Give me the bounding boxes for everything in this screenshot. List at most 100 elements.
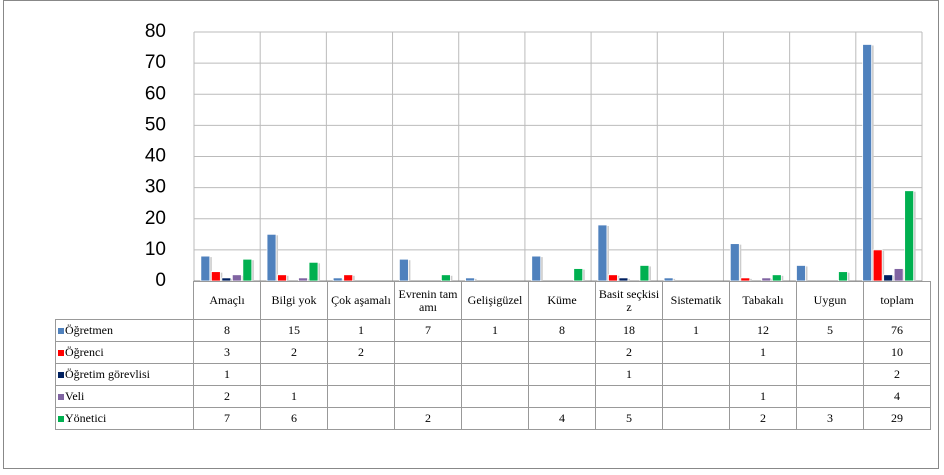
bar bbox=[200, 255, 211, 282]
category-label: Sistematik bbox=[662, 281, 730, 320]
value-cell: 4 bbox=[528, 407, 596, 430]
y-tick-label: 10 bbox=[145, 239, 166, 260]
value-cell bbox=[662, 385, 730, 408]
legend-swatch bbox=[58, 328, 64, 334]
category-label: Basit seçkisiz bbox=[595, 281, 663, 320]
value-cell: 2 bbox=[729, 407, 797, 430]
value-cell: 76 bbox=[863, 319, 931, 342]
legend-swatch bbox=[58, 394, 64, 400]
value-cell: 5 bbox=[595, 407, 663, 430]
value-cell: 2 bbox=[193, 385, 261, 408]
value-cell: 8 bbox=[528, 319, 596, 342]
category-label: Küme bbox=[528, 281, 596, 320]
value-cell: 15 bbox=[260, 319, 328, 342]
bar bbox=[904, 190, 915, 282]
value-cell bbox=[260, 363, 328, 386]
value-cell: 3 bbox=[796, 407, 864, 430]
y-tick-label: 70 bbox=[145, 52, 166, 73]
series-row: Öğretim görevlisi 1 1 2 bbox=[55, 363, 931, 386]
value-cell: 1 bbox=[260, 385, 328, 408]
value-cell bbox=[461, 341, 529, 364]
data-table: Amaçlı Bilgi yok Çok aşamalı Evrenin tamamı… bbox=[55, 281, 931, 430]
bar bbox=[608, 274, 618, 282]
value-cell bbox=[729, 363, 797, 386]
y-tick-label: 0 bbox=[155, 270, 166, 291]
value-cell: 1 bbox=[193, 363, 261, 386]
value-cell bbox=[528, 341, 596, 364]
legend-cell: Veli bbox=[55, 385, 194, 408]
value-cell bbox=[327, 385, 395, 408]
value-cell: 18 bbox=[595, 319, 663, 342]
y-tick-label: 80 bbox=[145, 21, 166, 42]
corner-cell bbox=[55, 281, 194, 320]
value-cell bbox=[461, 363, 529, 386]
value-cell bbox=[394, 363, 462, 386]
value-cell: 5 bbox=[796, 319, 864, 342]
legend-label: Veli bbox=[65, 389, 85, 403]
value-cell: 1 bbox=[595, 363, 663, 386]
value-cell: 10 bbox=[863, 341, 931, 364]
value-cell bbox=[461, 407, 529, 430]
series-row: Yönetici 7 6 2 4 5 2 3 29 bbox=[55, 407, 931, 430]
legend-swatch bbox=[58, 416, 64, 422]
value-cell bbox=[662, 407, 730, 430]
value-cell: 6 bbox=[260, 407, 328, 430]
value-cell bbox=[796, 385, 864, 408]
bar bbox=[883, 274, 894, 282]
category-label: toplam bbox=[863, 281, 931, 320]
bar bbox=[639, 265, 650, 282]
y-tick-label: 40 bbox=[145, 146, 166, 167]
category-label: Çok aşamalı bbox=[327, 281, 395, 320]
legend-cell: Öğrenci bbox=[55, 341, 194, 364]
value-cell bbox=[327, 407, 395, 430]
value-cell bbox=[796, 363, 864, 386]
bar bbox=[440, 274, 451, 282]
value-cell: 2 bbox=[260, 341, 328, 364]
value-cell bbox=[796, 341, 864, 364]
value-cell: 1 bbox=[729, 341, 797, 364]
bar bbox=[266, 233, 277, 282]
legend-swatch bbox=[58, 350, 64, 356]
bar bbox=[308, 261, 319, 282]
value-cell: 3 bbox=[193, 341, 261, 364]
series-row: Öğrenci 3 2 2 2 1 10 bbox=[55, 341, 931, 364]
value-cell: 2 bbox=[394, 407, 462, 430]
value-cell bbox=[528, 363, 596, 386]
legend-cell: Yönetici bbox=[55, 407, 194, 430]
legend-label: Yönetici bbox=[65, 411, 107, 425]
value-cell bbox=[528, 385, 596, 408]
bar bbox=[729, 243, 740, 282]
value-cell bbox=[394, 385, 462, 408]
bar bbox=[573, 268, 584, 282]
bar bbox=[343, 274, 354, 282]
value-cell bbox=[662, 363, 730, 386]
chart-frame bbox=[3, 0, 939, 469]
bar bbox=[242, 258, 253, 282]
header-row: Amaçlı Bilgi yok Çok aşamalı Evrenin tamamı… bbox=[55, 281, 931, 320]
bar bbox=[796, 265, 806, 282]
legend-label: Öğrenci bbox=[65, 345, 104, 359]
bar bbox=[838, 271, 848, 282]
value-cell bbox=[394, 341, 462, 364]
legend-cell: Öğretmen bbox=[55, 319, 194, 342]
legend-cell: Öğretim görevlisi bbox=[55, 363, 194, 386]
category-label: Tabakalı bbox=[729, 281, 797, 320]
legend-label: Öğretim görevlisi bbox=[65, 367, 150, 381]
y-tick-label: 60 bbox=[145, 83, 166, 104]
bar bbox=[231, 274, 242, 282]
bar bbox=[597, 224, 608, 282]
value-cell bbox=[662, 341, 730, 364]
value-cell bbox=[461, 385, 529, 408]
category-label: Amaçlı bbox=[193, 281, 261, 320]
value-cell: 7 bbox=[394, 319, 462, 342]
bar bbox=[893, 268, 904, 282]
value-cell: 4 bbox=[863, 385, 931, 408]
category-label: Bilgi yok bbox=[260, 281, 328, 320]
value-cell: 29 bbox=[863, 407, 931, 430]
value-cell: 1 bbox=[461, 319, 529, 342]
bar bbox=[862, 44, 873, 282]
bar bbox=[398, 258, 409, 282]
value-cell: 2 bbox=[863, 363, 931, 386]
